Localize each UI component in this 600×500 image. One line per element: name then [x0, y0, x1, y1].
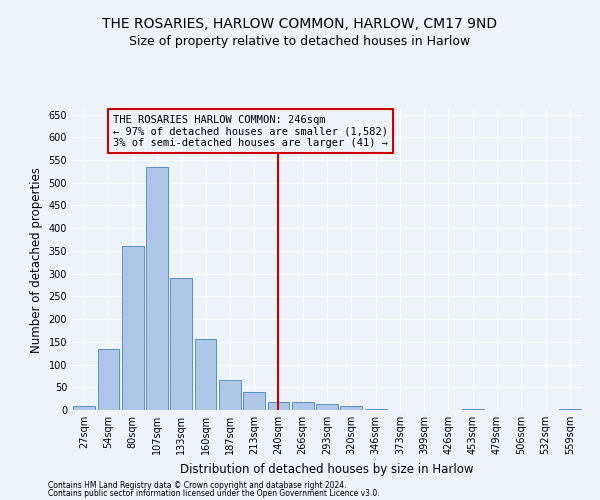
Bar	[219, 380, 241, 410]
Bar	[365, 409, 386, 410]
Text: Contains HM Land Registry data © Crown copyright and database right 2024.: Contains HM Land Registry data © Crown c…	[48, 481, 347, 490]
Text: Contains public sector information licensed under the Open Government Licence v3: Contains public sector information licen…	[48, 489, 380, 498]
Bar	[170, 278, 192, 410]
Bar	[292, 402, 314, 410]
Text: THE ROSARIES, HARLOW COMMON, HARLOW, CM17 9ND: THE ROSARIES, HARLOW COMMON, HARLOW, CM1…	[103, 18, 497, 32]
Text: THE ROSARIES HARLOW COMMON: 246sqm
← 97% of detached houses are smaller (1,582)
: THE ROSARIES HARLOW COMMON: 246sqm ← 97%…	[113, 114, 388, 148]
Y-axis label: Number of detached properties: Number of detached properties	[30, 167, 43, 353]
Bar	[559, 409, 581, 410]
Bar	[97, 348, 119, 410]
Bar	[243, 392, 265, 410]
Bar	[73, 406, 95, 410]
Bar	[340, 406, 362, 410]
X-axis label: Distribution of detached houses by size in Harlow: Distribution of detached houses by size …	[180, 462, 474, 475]
Text: Size of property relative to detached houses in Harlow: Size of property relative to detached ho…	[130, 35, 470, 48]
Bar	[194, 338, 217, 410]
Bar	[146, 167, 168, 410]
Bar	[462, 408, 484, 410]
Bar	[316, 404, 338, 410]
Bar	[122, 246, 143, 410]
Bar	[268, 402, 289, 410]
